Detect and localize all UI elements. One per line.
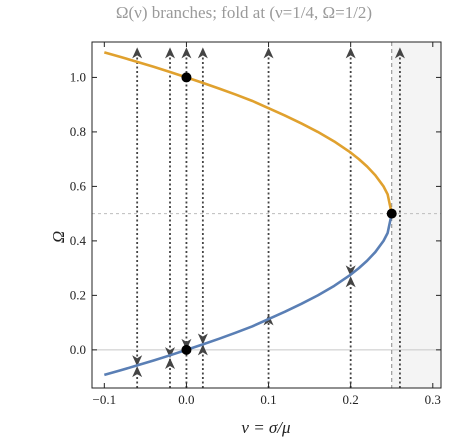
x-axis-label: ν = σ/μ — [241, 418, 290, 437]
equilibrium-point — [181, 344, 192, 355]
equilibrium-point — [181, 72, 192, 83]
y-tick-label: 0.2 — [70, 287, 86, 302]
y-tick-label: 0.8 — [70, 124, 86, 139]
flow-arrow — [345, 265, 356, 277]
flow-arrow — [181, 338, 192, 350]
plot-area: −0.1 0.0 0.1 0.2 0.3 0.0 0.2 0.4 0.6 0.8 1.0 — [70, 41, 442, 407]
y-tick-label: 0.6 — [70, 178, 87, 193]
y-tick-label: 0.4 — [70, 233, 87, 248]
upper-branch-line — [103, 51, 394, 214]
y-tick-label: 1.0 — [70, 69, 86, 84]
flow-arrow — [345, 47, 356, 59]
lower-branch-line — [103, 213, 394, 377]
plot-frame — [91, 41, 442, 389]
flow-arrow — [132, 355, 143, 367]
flow-arrow — [263, 47, 274, 59]
plot-inner — [92, 42, 441, 388]
flow-arrow — [197, 333, 208, 345]
flow-arrow — [345, 276, 356, 288]
equilibrium-point — [386, 208, 397, 219]
y-axis-label: Ω — [49, 231, 68, 243]
y-tick-label: 0.0 — [70, 342, 86, 357]
flow-arrow — [165, 347, 176, 359]
x-tick-label: 0.2 — [343, 392, 359, 407]
x-tick-label: −0.1 — [93, 392, 117, 407]
flow-arrow — [132, 47, 143, 59]
flow-arrow — [165, 47, 176, 59]
chart-title: Ω(ν) branches; fold at (ν=1/4, Ω=1/2) — [116, 3, 372, 22]
x-tick-label: 0.1 — [260, 392, 276, 407]
flow-arrow — [165, 357, 176, 369]
flow-arrow — [197, 344, 208, 356]
flow-arrow — [197, 47, 208, 59]
x-tick-label: 0.0 — [178, 392, 194, 407]
flow-arrow — [181, 47, 192, 59]
x-tick-label: 0.3 — [425, 392, 441, 407]
flow-arrow — [394, 47, 405, 59]
flow-arrow — [132, 366, 143, 378]
